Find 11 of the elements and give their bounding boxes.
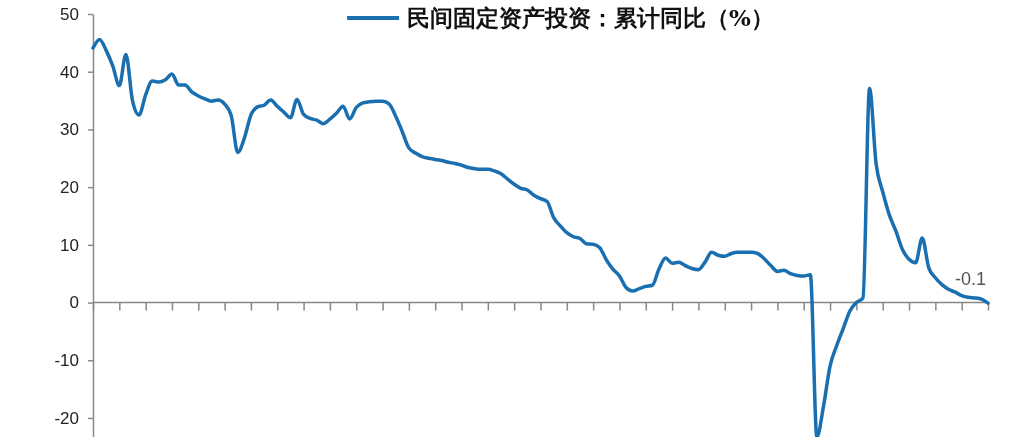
data-label: -0.1	[954, 269, 986, 290]
y-tick-label: 40	[60, 62, 79, 82]
y-tick-label: 0	[69, 293, 79, 313]
y-tick-label: 20	[60, 178, 79, 198]
line-series	[91, 37, 990, 437]
y-tick-label: -10	[54, 351, 79, 371]
legend-label: 民间固定资产投资：累计同比（%）	[407, 4, 774, 31]
y-tick-label: 10	[60, 235, 79, 255]
y-tick-label: -20	[54, 408, 79, 428]
y-tick-label: 50	[60, 4, 79, 24]
y-tick-label: 30	[60, 120, 79, 140]
